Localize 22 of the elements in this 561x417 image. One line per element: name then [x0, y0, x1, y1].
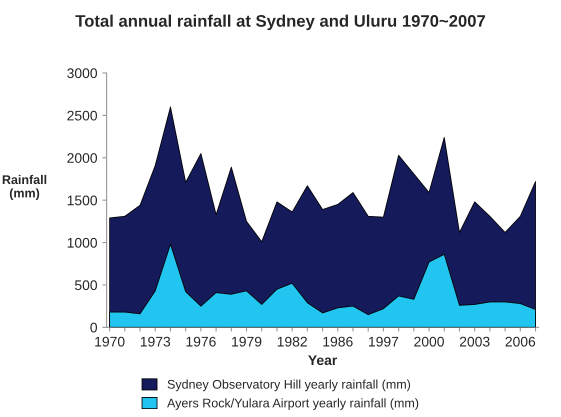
y-tick-label: 3000	[67, 68, 98, 78]
chart-title: Total annual rainfall at Sydney and Uluru 1970~2007	[75, 14, 486, 30]
x-tick-label: 2003	[460, 336, 490, 347]
legend-label: Ayers Rock/Yulara Airport yearly rainfall (mm)	[167, 398, 418, 410]
x-tick-label: 2000	[414, 336, 444, 347]
y-tick-label: 2000	[67, 153, 98, 163]
x-tick-label: 1986	[323, 336, 353, 347]
x-tick-label: 1976	[186, 336, 216, 347]
x-tick-label: 1970	[95, 336, 125, 347]
x-tick-label: 1973	[140, 336, 170, 347]
x-tick-label: 1997	[369, 336, 398, 347]
y-tick-label: 1000	[68, 238, 98, 248]
y-tick-label: 1500	[68, 195, 98, 206]
x-axis-title: Year	[308, 355, 338, 366]
y-tick-label: 2500	[67, 110, 98, 121]
x-tick-label: 1982	[278, 336, 307, 347]
y-tick-label: 0	[90, 322, 98, 333]
x-tick-label: 2006	[506, 336, 536, 347]
y-tick-label: 500	[74, 280, 98, 290]
y-axis-title: Rainfall (mm)	[2, 174, 46, 200]
x-tick-label: 1979	[232, 336, 262, 347]
legend-label: Sydney Observatory Hill yearly rainfall (mm)	[168, 380, 410, 392]
